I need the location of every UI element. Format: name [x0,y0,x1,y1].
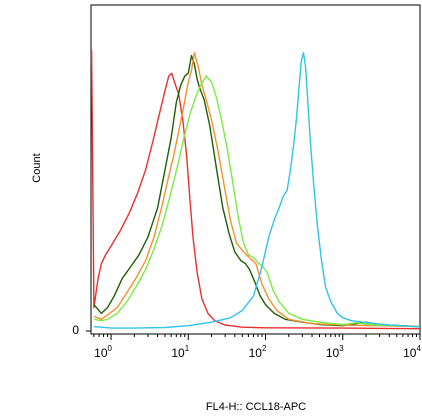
series-layer [90,49,421,330]
histogram-series-4 [93,75,421,328]
x-tick-label: 103 [326,344,344,360]
y-tick-label: 0 [72,323,79,337]
x-tick-label: 100 [94,344,112,360]
histogram-series-3 [93,52,421,328]
x-axis-title: FL4-H:: CCL18-APC [206,401,306,413]
x-tick-label: 102 [249,344,267,360]
histogram-series-2 [93,54,421,328]
y-axis-title: Count [31,153,43,182]
x-tick-label: 101 [171,344,189,360]
x-tick-label: 104 [403,344,421,360]
tick-layer: 100 101 102 103 104 0 [72,323,421,360]
histogram-series-5 [93,52,421,329]
